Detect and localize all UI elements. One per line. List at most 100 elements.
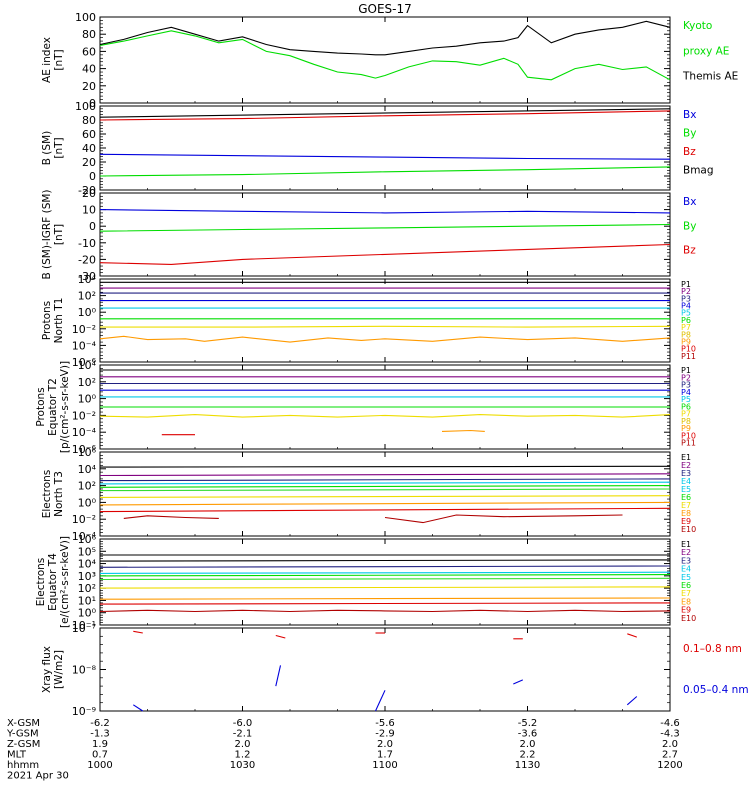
date-label: 2021 Apr 30 [7, 771, 69, 782]
y-tick-label: 10⁶ [78, 446, 97, 459]
legend-entry: P1 [681, 366, 691, 375]
ephemeris-value: -6.2 [90, 718, 110, 729]
y-tick-label: 10⁻⁶ [72, 356, 97, 369]
y-tick-label: 10⁰ [78, 496, 97, 509]
y-tick-label: -20 [78, 184, 96, 197]
ephemeris-row-label: hhmm [7, 760, 39, 771]
y-tick-label: 60 [82, 128, 96, 141]
y-axis-label: [W/m2] [53, 650, 65, 689]
y-tick-label: 60 [82, 45, 96, 58]
series-line-bmag [99, 108, 671, 118]
panel-frame [99, 16, 671, 104]
ephemeris-row-label: Z-GSM [7, 739, 40, 750]
legend-entry: By [683, 220, 696, 232]
series-line-p9 [441, 429, 485, 432]
series-line-e3 [99, 565, 671, 568]
legend-entry: E9 [681, 517, 691, 526]
legend-entry: E3 [681, 556, 691, 565]
legend-entry: Themis AE [682, 71, 738, 83]
legend-entry: E5 [681, 573, 691, 582]
series-line-by [99, 223, 671, 232]
series-line-bz [99, 110, 671, 121]
ephemeris-value: 1.2 [235, 750, 251, 761]
series-line-e5 [99, 574, 671, 577]
y-tick-label: -10 [78, 237, 96, 250]
legend-entry: Bx [683, 109, 696, 121]
ephemeris-value: -4.6 [660, 718, 680, 729]
y-axis-label: Electrons [35, 558, 47, 607]
y-tick-label: 0 [89, 170, 96, 183]
legend-entry: P11 [681, 439, 696, 448]
series-line-e2 [99, 559, 671, 562]
y-tick-label: 10⁴ [78, 463, 97, 476]
panel-frame [99, 278, 671, 363]
y-tick-label: 10 [82, 204, 96, 217]
legend-entry: E10 [681, 614, 696, 623]
legend-entry: 0.05–0.4 nm [683, 684, 749, 696]
ephemeris-value: 1100 [372, 760, 397, 771]
series-line-bx [99, 209, 671, 214]
legend-entry: E9 [681, 606, 691, 615]
legend-entry: Bx [683, 196, 696, 208]
y-tick-label: 10⁻⁹ [72, 705, 96, 718]
legend-entry: P8 [681, 330, 691, 339]
panel-bigrf: -30 -20 -10 0 10 20 B (SM)-IGRF (SM) [nT] Bx By Bz [41, 187, 696, 283]
series-line-e1 [99, 465, 671, 468]
legend-entry: E2 [681, 461, 691, 470]
series-line-e4 [99, 481, 671, 485]
y-axis-label: Protons [35, 387, 47, 426]
ephemeris-value: 2.0 [377, 739, 393, 750]
legend-entry: P7 [681, 323, 691, 332]
legend-entry: P3 [681, 294, 691, 303]
y-tick-label: 80 [82, 28, 96, 41]
series-line-e5 [99, 485, 671, 488]
legend-entry: E6 [681, 493, 691, 502]
legend-entry: P4 [681, 388, 691, 397]
y-tick-label: 10⁻⁴ [72, 426, 97, 439]
y-axis-label: [nT] [53, 49, 65, 70]
y-tick-label: 80 [82, 114, 96, 127]
y-tick-label: 10⁶ [78, 533, 97, 546]
panel-frame [99, 451, 671, 537]
ephemeris-row-label: X-GSM [7, 718, 40, 729]
y-tick-label: 100 [75, 11, 96, 24]
series-line-bz [99, 243, 671, 265]
legend-entry: E6 [681, 581, 691, 590]
legend-entry: P4 [681, 302, 691, 311]
y-axis-label: Protons [41, 301, 53, 340]
legend-entry: P6 [681, 316, 691, 325]
y-tick-label: 10⁰ [78, 306, 97, 319]
legend-entry: E3 [681, 469, 691, 478]
y-axis-label: North T3 [53, 471, 65, 517]
y-tick-label: 40 [82, 142, 96, 155]
legend-entry: Bz [683, 146, 696, 158]
ephemeris-value: -1.3 [90, 729, 110, 740]
ephemeris-value: 0.7 [92, 750, 108, 761]
ephemeris-value: 1030 [230, 760, 255, 771]
y-tick-label: 10⁻⁶ [72, 443, 97, 456]
series-line-e8 [99, 597, 671, 600]
y-axis-label: Xray flux [41, 646, 53, 693]
legend-entry: E10 [681, 525, 696, 534]
y-tick-label: 0 [89, 220, 96, 233]
legend-entry: E4 [681, 477, 691, 486]
ephemeris-value: 2.2 [520, 750, 536, 761]
ephemeris-value: -5.2 [518, 718, 538, 729]
y-tick-label: 10² [78, 480, 96, 493]
series-line-e6 [99, 488, 671, 492]
legend-entry: E5 [681, 485, 691, 494]
legend-entry: Kyoto [683, 20, 712, 32]
series-line-0-05-0-4-nm-a [132, 704, 144, 712]
y-tick-label: -20 [78, 253, 96, 266]
panel-pn: 10⁻⁶ 10⁻⁴ 10⁻² 10⁰ 10² 10⁴ Protons North T1 P1P2… [41, 273, 696, 369]
series-line-e8 [99, 501, 671, 506]
legend-entry: E8 [681, 597, 691, 606]
series-line-e10 [123, 515, 219, 519]
y-tick-label: 20 [82, 80, 96, 93]
legend-entry: P2 [681, 287, 691, 296]
ephemeris-value: -6.0 [233, 718, 253, 729]
